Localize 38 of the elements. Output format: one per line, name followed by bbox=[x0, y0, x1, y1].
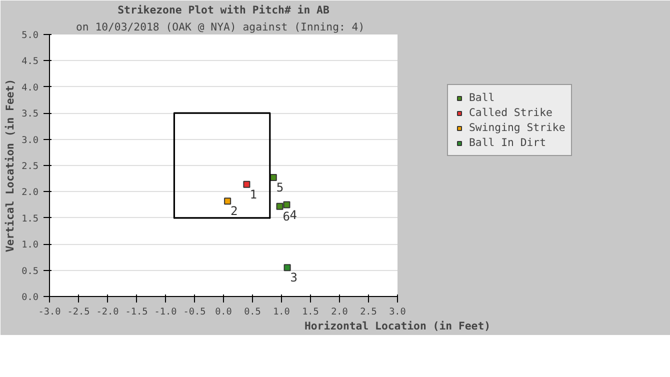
x-tick-label: 1.0 bbox=[273, 306, 290, 318]
x-tick-label: -1.5 bbox=[125, 306, 148, 318]
chart-title: Strikezone Plot with Pitch# in AB bbox=[118, 4, 330, 16]
y-tick-label: 2.5 bbox=[22, 161, 39, 172]
y-tick-label: 1.0 bbox=[22, 240, 39, 251]
x-tick-label: -3.0 bbox=[38, 306, 62, 318]
annotation: 4 bbox=[290, 208, 297, 222]
y-axis-title: Vertical Location (in Feet) bbox=[4, 78, 17, 252]
x-tick-label: 0.0 bbox=[215, 306, 232, 318]
y-tick-label: 1.5 bbox=[22, 213, 39, 224]
annotation: 3 bbox=[290, 270, 298, 285]
legend-label: Ball bbox=[469, 91, 495, 104]
y-tick-label: 4.5 bbox=[22, 56, 39, 68]
y-tick-label: 5.0 bbox=[22, 30, 39, 41]
x-tick-label: -0.5 bbox=[183, 306, 206, 318]
legend-label: Ball In Dirt bbox=[469, 136, 546, 149]
x-tick-label: -2.5 bbox=[67, 306, 90, 318]
chart-subtitle: on 10/03/2018 (OAK @ NYA) against (Inning: 4) bbox=[76, 20, 365, 34]
legend-label: Called Strike bbox=[469, 106, 552, 119]
x-tick-label: 3.0 bbox=[389, 306, 406, 318]
y-tick-label: 3.0 bbox=[22, 134, 39, 146]
x-tick-label: -1.0 bbox=[154, 306, 178, 318]
annotation: 5 bbox=[276, 180, 284, 195]
y-tick-label: 0.0 bbox=[22, 292, 39, 303]
x-tick-label: 2.0 bbox=[331, 306, 348, 318]
y-tick-label: 3.5 bbox=[22, 108, 39, 120]
y-tick-label: 2.0 bbox=[22, 187, 39, 198]
x-axis-title: Horizontal Location (in Feet) bbox=[304, 320, 491, 332]
y-tick-label: 4.0 bbox=[22, 82, 39, 94]
x-tick-label: 0.5 bbox=[244, 306, 261, 318]
x-tick-label: 2.5 bbox=[360, 306, 377, 318]
legend-label: Swinging Strike bbox=[469, 121, 566, 134]
annotation: 1 bbox=[250, 187, 257, 202]
x-tick-label: -2.0 bbox=[96, 306, 120, 318]
annotation: 6 bbox=[282, 209, 290, 224]
annotation: 2 bbox=[230, 204, 238, 218]
x-tick-label: 1.5 bbox=[302, 306, 319, 318]
y-tick-label: 0.5 bbox=[22, 266, 39, 277]
